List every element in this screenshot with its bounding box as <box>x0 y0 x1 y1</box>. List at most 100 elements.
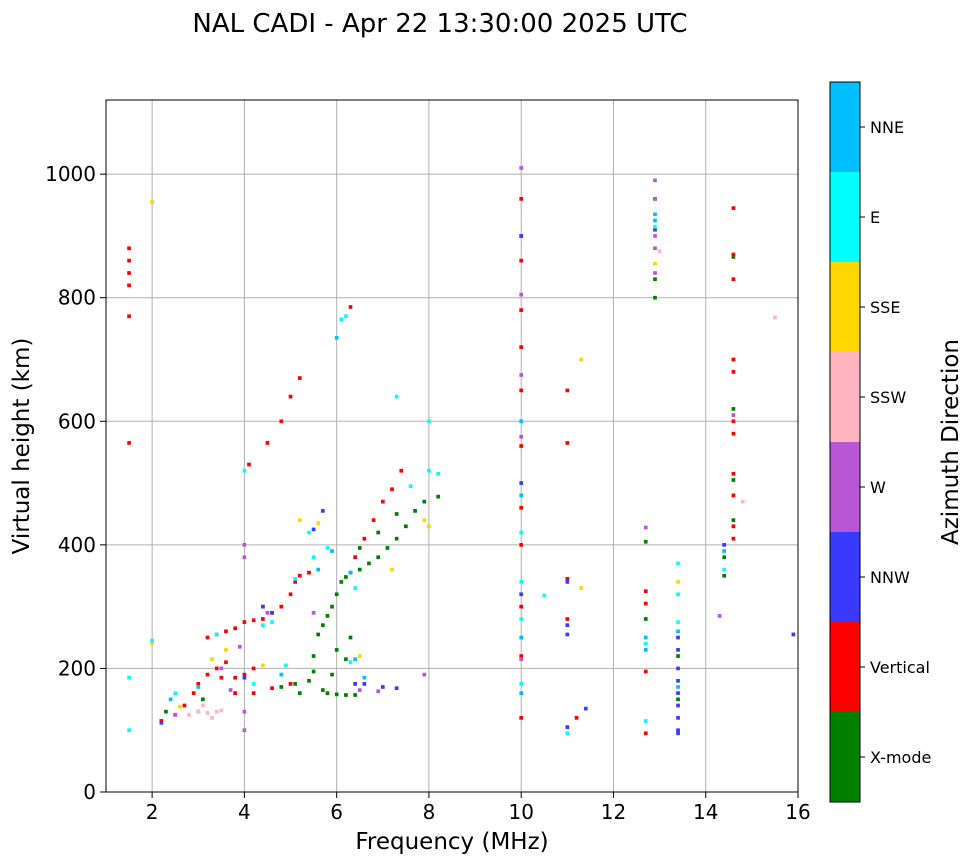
colorbar-segment <box>830 82 860 172</box>
data-cell <box>320 688 325 692</box>
data-cell <box>316 632 321 637</box>
data-cell <box>242 620 247 624</box>
y-axis-label: Virtual height (km) <box>9 338 35 555</box>
data-cell <box>325 546 330 550</box>
colorbar-label: Azimuth Direction <box>938 339 964 545</box>
data-cell <box>311 669 316 674</box>
series-vertical <box>127 197 736 736</box>
data-cell <box>579 357 584 362</box>
data-cell <box>127 728 131 733</box>
data-cell <box>311 654 316 658</box>
data-cell <box>284 663 288 668</box>
data-cell <box>643 601 648 606</box>
data-cell <box>676 629 680 634</box>
data-cell <box>643 589 648 594</box>
colorbar: X-mode Vertical NNW W SSW SSE E NNE <box>830 82 931 802</box>
data-cell <box>676 685 680 689</box>
data-cell <box>731 413 736 417</box>
data-cell <box>676 561 680 566</box>
data-cells <box>127 166 796 736</box>
data-cell <box>224 648 228 652</box>
data-cell <box>519 543 524 547</box>
data-cell <box>731 252 736 257</box>
data-cell <box>344 657 348 662</box>
data-cell <box>159 720 164 725</box>
data-cell <box>353 555 357 560</box>
data-cell <box>731 524 736 529</box>
data-cell <box>519 530 524 535</box>
data-cell <box>150 641 154 646</box>
data-cell <box>722 543 727 547</box>
data-cell <box>731 419 736 424</box>
data-cell <box>436 494 441 499</box>
data-cell <box>565 580 570 584</box>
data-cell <box>242 709 247 714</box>
data-cell <box>574 716 579 720</box>
data-cell <box>399 468 404 473</box>
data-cell <box>519 691 524 695</box>
series-nne <box>168 212 727 702</box>
data-cell <box>265 441 270 445</box>
data-cell <box>519 505 524 510</box>
series-w <box>173 166 736 733</box>
colorbar-segment <box>830 262 860 352</box>
data-cell <box>731 471 736 476</box>
data-cell <box>519 617 524 621</box>
data-cell <box>565 725 570 729</box>
data-cell <box>307 678 311 683</box>
data-cell <box>676 703 680 708</box>
series-sse <box>150 200 680 709</box>
colorbar-tick-label: NNE <box>870 118 904 137</box>
data-cell <box>270 610 274 615</box>
data-cell <box>205 711 210 715</box>
data-cell <box>519 580 524 584</box>
data-cell <box>307 570 311 575</box>
colorbar-tick-label: SSE <box>870 298 900 317</box>
data-cell <box>325 614 330 618</box>
data-cell <box>565 632 570 637</box>
data-cell <box>676 731 680 736</box>
x-tick-label: 6 <box>330 800 343 824</box>
data-cell <box>242 543 247 547</box>
data-cell <box>224 660 228 665</box>
data-cell <box>251 666 256 671</box>
data-cell <box>676 691 680 695</box>
data-cell <box>643 617 648 621</box>
data-cell <box>740 499 745 504</box>
data-cell <box>228 688 233 692</box>
data-cell <box>279 685 284 689</box>
data-cell <box>219 708 224 713</box>
data-cell <box>344 314 348 319</box>
data-cell <box>205 672 210 677</box>
data-cell <box>376 689 381 694</box>
data-cell <box>791 632 796 637</box>
data-cell <box>334 692 339 697</box>
data-cell <box>643 731 648 736</box>
data-cell <box>676 635 680 640</box>
data-cell <box>643 648 648 652</box>
data-cell <box>422 672 427 677</box>
data-cell <box>519 481 524 485</box>
data-cell <box>676 678 680 683</box>
data-cell <box>385 546 390 550</box>
x-axis-label: Frequency (MHz) <box>355 829 548 855</box>
data-cell <box>242 675 247 680</box>
data-cell <box>362 675 367 680</box>
data-cell <box>676 716 680 720</box>
data-cell <box>307 530 311 535</box>
plot-frame <box>105 99 799 793</box>
x-axis-ticks: 2 4 6 8 10 12 14 16 <box>146 792 811 824</box>
data-cell <box>288 592 293 597</box>
y-tick-label: 200 <box>58 656 96 680</box>
data-cell <box>731 431 736 436</box>
data-cell <box>261 617 265 621</box>
data-cell <box>344 575 348 579</box>
data-cell <box>519 388 524 393</box>
colorbar-tick-label: W <box>870 478 886 497</box>
data-cell <box>127 283 131 288</box>
x-tick-label: 2 <box>146 800 159 824</box>
data-cell <box>722 549 727 553</box>
data-cell <box>394 536 399 541</box>
